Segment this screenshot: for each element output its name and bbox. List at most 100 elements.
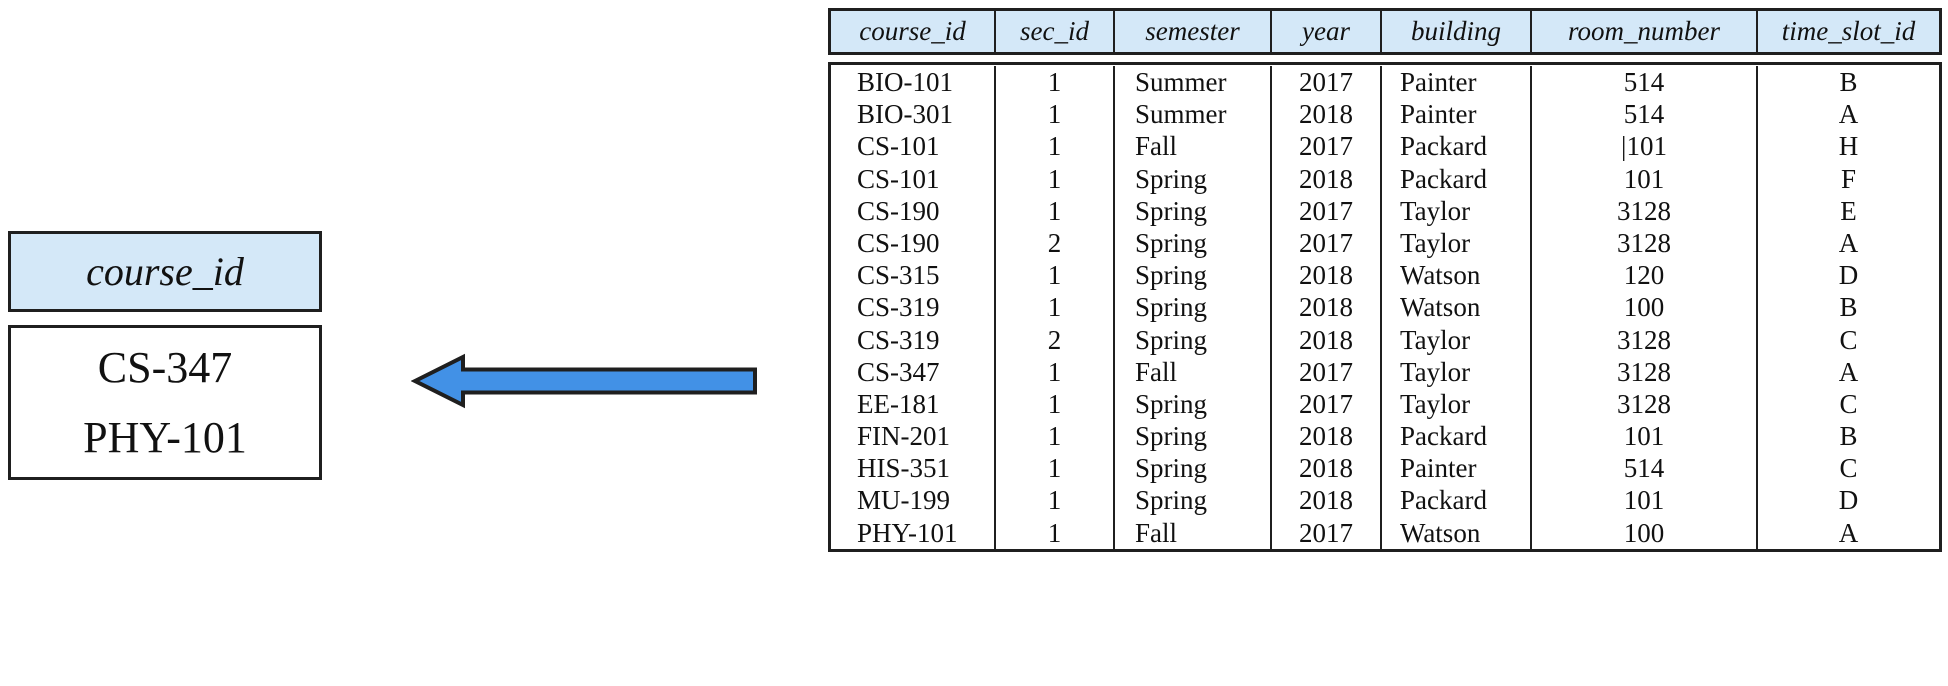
cell-sec_id: 1 bbox=[996, 420, 1115, 453]
cell-semester: Fall bbox=[1115, 516, 1272, 549]
column-header-building: building bbox=[1382, 11, 1532, 52]
table-row: CS-190 2 Spring 2017 Taylor 3128 A bbox=[831, 226, 1939, 260]
cell-sec_id: 1 bbox=[996, 387, 1115, 421]
cell-course_id: CS-319 bbox=[831, 291, 996, 324]
cell-time_slot_id: A bbox=[1838, 99, 1859, 130]
cell-semester: Spring bbox=[1115, 162, 1272, 195]
cell-building: Painter bbox=[1382, 452, 1532, 485]
cell-year: 2018 bbox=[1272, 420, 1382, 453]
cell-course_id: CS-319 bbox=[831, 323, 996, 356]
cell-room_number: 3128 bbox=[1532, 323, 1758, 356]
cell-time_slot_id: A bbox=[1838, 356, 1859, 387]
cell-room_number: 100 bbox=[1532, 516, 1758, 549]
section-table-body: BIO-101 1 Summer 2017 Painter 514 B BIO-301 1 Sum… bbox=[828, 62, 1942, 552]
cell-semester: Summer bbox=[1115, 66, 1272, 99]
result-row: PHY-101 bbox=[83, 412, 247, 462]
cell-time_slot_id: F bbox=[1840, 163, 1857, 194]
cell-year: 2018 bbox=[1272, 484, 1382, 517]
cell-course_id: CS-101 bbox=[831, 130, 996, 163]
cell-sec_id: 1 bbox=[996, 516, 1115, 549]
cell-year: 2018 bbox=[1272, 291, 1382, 324]
section-table-header-row: course_id sec_id semester year building room_… bbox=[828, 8, 1942, 55]
cell-semester: Fall bbox=[1115, 355, 1272, 388]
cell-room_number: 514 bbox=[1532, 66, 1758, 99]
cell-semester: Spring bbox=[1115, 387, 1272, 421]
cell-course_id: EE-181 bbox=[831, 387, 996, 421]
table-row: CS-101 1 Spring 2018 Packard 101 F bbox=[831, 162, 1939, 195]
cell-sec_id: 1 bbox=[996, 355, 1115, 388]
cell-sec_id: 1 bbox=[996, 130, 1115, 163]
cell-semester: Spring bbox=[1115, 420, 1272, 453]
cell-room_number: 3128 bbox=[1532, 387, 1758, 421]
cell-semester: Spring bbox=[1115, 194, 1272, 227]
cell-room_number: 101 bbox=[1532, 420, 1758, 453]
table-row: CS-319 2 Spring 2018 Taylor 3128 C bbox=[831, 323, 1939, 356]
cell-time_slot_id: B bbox=[1839, 292, 1858, 323]
cell-course_id: CS-190 bbox=[831, 194, 996, 227]
cell-semester: Spring bbox=[1115, 226, 1272, 260]
result-table-body: CS-347 PHY-101 bbox=[8, 325, 322, 480]
table-row: BIO-101 1 Summer 2017 Painter 514 B bbox=[831, 66, 1939, 99]
cell-sec_id: 1 bbox=[996, 98, 1115, 131]
cell-room_number: 3128 bbox=[1532, 355, 1758, 388]
cell-room_number: |101 bbox=[1532, 130, 1758, 163]
cell-building: Taylor bbox=[1382, 387, 1532, 421]
table-row: CS-319 1 Spring 2018 Watson 100 B bbox=[831, 291, 1939, 324]
cell-sec_id: 1 bbox=[996, 291, 1115, 324]
cell-time_slot_id: E bbox=[1840, 195, 1857, 226]
cell-course_id: CS-315 bbox=[831, 259, 996, 292]
cell-building: Painter bbox=[1382, 66, 1532, 99]
cell-building: Taylor bbox=[1382, 323, 1532, 356]
cell-building: Watson bbox=[1382, 516, 1532, 549]
cell-time_slot_id: D bbox=[1838, 260, 1859, 291]
cell-sec_id: 1 bbox=[996, 66, 1115, 99]
cell-building: Taylor bbox=[1382, 226, 1532, 260]
cell-year: 2018 bbox=[1272, 259, 1382, 292]
left-arrow-icon bbox=[411, 353, 757, 409]
cell-year: 2018 bbox=[1272, 323, 1382, 356]
result-table-header: course_id bbox=[8, 231, 322, 312]
cell-semester: Spring bbox=[1115, 323, 1272, 356]
column-header-semester: semester bbox=[1115, 11, 1272, 52]
cell-course_id: FIN-201 bbox=[831, 420, 996, 453]
column-header-course_id: course_id bbox=[831, 11, 996, 52]
cell-room_number: 101 bbox=[1532, 484, 1758, 517]
table-row: MU-199 1 Spring 2018 Packard 101 D bbox=[831, 484, 1939, 517]
cell-year: 2018 bbox=[1272, 98, 1382, 131]
table-row: BIO-301 1 Summer 2018 Painter 514 A bbox=[831, 98, 1939, 131]
cell-sec_id: 1 bbox=[996, 194, 1115, 227]
cell-year: 2017 bbox=[1272, 130, 1382, 163]
result-header-label: course_id bbox=[86, 249, 244, 294]
cell-room_number: 100 bbox=[1532, 291, 1758, 324]
cell-room_number: 101 bbox=[1532, 162, 1758, 195]
cell-course_id: CS-190 bbox=[831, 226, 996, 260]
table-row: EE-181 1 Spring 2017 Taylor 3128 C bbox=[831, 387, 1939, 421]
cell-semester: Summer bbox=[1115, 98, 1272, 131]
cell-course_id: BIO-301 bbox=[831, 98, 996, 131]
cell-semester: Spring bbox=[1115, 484, 1272, 517]
table-row: CS-315 1 Spring 2018 Watson 120 D bbox=[831, 259, 1939, 292]
cell-course_id: CS-347 bbox=[831, 355, 996, 388]
column-header-time_slot_id: time_slot_id bbox=[1758, 11, 1939, 52]
cell-year: 2017 bbox=[1272, 355, 1382, 388]
cell-building: Watson bbox=[1382, 259, 1532, 292]
cell-building: Packard bbox=[1382, 484, 1532, 517]
cell-course_id: CS-101 bbox=[831, 162, 996, 195]
cell-semester: Spring bbox=[1115, 452, 1272, 485]
cell-room_number: 3128 bbox=[1532, 226, 1758, 260]
cell-semester: Spring bbox=[1115, 259, 1272, 292]
cell-time_slot_id: H bbox=[1838, 131, 1859, 162]
table-row: CS-101 1 Fall 2017 Packard |101 H bbox=[831, 130, 1939, 163]
cell-room_number: 514 bbox=[1532, 98, 1758, 131]
cell-room_number: 120 bbox=[1532, 259, 1758, 292]
cell-time_slot_id: C bbox=[1839, 453, 1858, 484]
table-row: PHY-101 1 Fall 2017 Watson 100 A bbox=[831, 516, 1939, 549]
cell-time_slot_id: A bbox=[1838, 227, 1859, 258]
cell-semester: Fall bbox=[1115, 130, 1272, 163]
cell-year: 2017 bbox=[1272, 66, 1382, 99]
cell-building: Painter bbox=[1382, 98, 1532, 131]
cell-year: 2018 bbox=[1272, 162, 1382, 195]
cell-sec_id: 2 bbox=[996, 323, 1115, 356]
table-row: CS-190 1 Spring 2017 Taylor 3128 E bbox=[831, 194, 1939, 227]
